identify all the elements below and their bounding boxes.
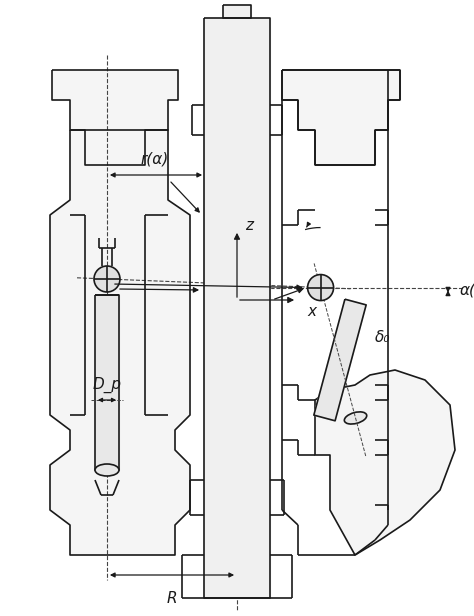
Polygon shape	[204, 18, 270, 598]
Polygon shape	[50, 130, 190, 555]
Text: δ₀: δ₀	[374, 330, 390, 344]
Polygon shape	[52, 70, 178, 165]
Polygon shape	[315, 370, 455, 555]
Text: x: x	[307, 304, 316, 319]
Ellipse shape	[95, 464, 119, 476]
Polygon shape	[282, 70, 400, 165]
Polygon shape	[314, 299, 366, 421]
Circle shape	[94, 266, 120, 292]
Text: R: R	[167, 591, 177, 606]
Polygon shape	[223, 5, 251, 18]
Text: D_p: D_p	[92, 377, 121, 393]
Text: r(α): r(α)	[141, 152, 169, 166]
Text: α(t): α(t)	[460, 283, 474, 298]
Polygon shape	[95, 295, 119, 470]
Ellipse shape	[344, 412, 367, 424]
Circle shape	[308, 275, 334, 301]
Text: z: z	[245, 217, 253, 232]
